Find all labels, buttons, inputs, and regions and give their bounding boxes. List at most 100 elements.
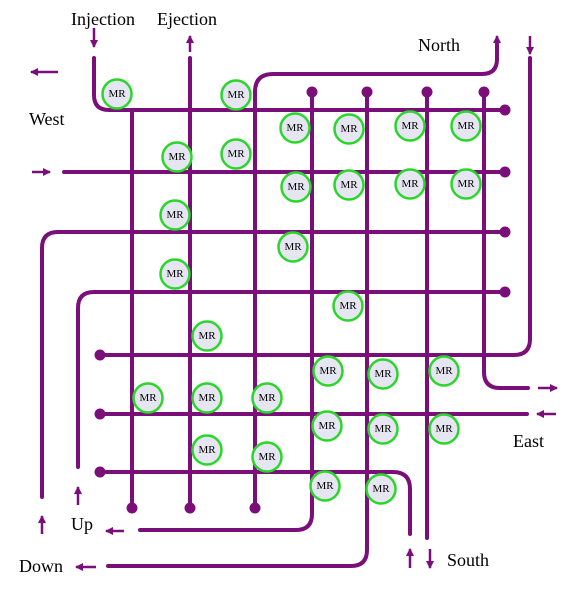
micro-ring-label: MR	[319, 365, 337, 377]
micro-ring-label: MR	[198, 330, 216, 342]
micro-ring: MR	[428, 413, 460, 445]
micro-ring: MR	[367, 358, 399, 390]
micro-ring-label: MR	[374, 368, 392, 380]
micro-ring-circle	[251, 382, 283, 414]
terminator	[499, 226, 511, 238]
micro-ring-label: MR	[318, 420, 336, 432]
terminator	[499, 166, 511, 178]
west-label: West	[29, 109, 65, 129]
terminator	[306, 86, 318, 98]
micro-ring: MR	[332, 290, 364, 322]
up-label: Up	[71, 514, 93, 534]
micro-ring: MR	[251, 382, 283, 414]
micro-ring-circle	[161, 141, 193, 173]
terminator	[94, 408, 106, 420]
micro-ring-label: MR	[374, 423, 392, 435]
micro-ring: MR	[191, 320, 223, 352]
micro-ring: MR	[220, 138, 252, 170]
micro-ring: MR	[101, 78, 133, 110]
north-out-waveguide	[253, 42, 499, 510]
micro-ring: MR	[428, 355, 460, 387]
terminators	[94, 86, 511, 514]
micro-ring: MR	[367, 413, 399, 445]
micro-ring-circle	[428, 355, 460, 387]
column-waveguide-6	[106, 90, 369, 568]
micro-ring-circle	[191, 320, 223, 352]
micro-ring-circle	[367, 358, 399, 390]
terminator	[499, 104, 511, 116]
micro-ring: MR	[450, 168, 482, 200]
east-out-waveguide	[482, 90, 530, 390]
east-label: East	[513, 431, 544, 451]
micro-ring-circle	[101, 78, 133, 110]
micro-ring: MR	[220, 79, 252, 111]
micro-ring-circle	[394, 110, 426, 142]
micro-ring-circle	[312, 355, 344, 387]
micro-ring-circle	[251, 441, 283, 473]
micro-ring-label: MR	[108, 88, 126, 100]
micro-ring: MR	[132, 382, 164, 414]
micro-ring-circle	[394, 168, 426, 200]
terminator	[184, 502, 196, 514]
micro-ring: MR	[365, 473, 397, 505]
micro-ring: MR	[159, 199, 191, 231]
terminator	[126, 502, 138, 514]
micro-ring: MR	[279, 112, 311, 144]
micro-ring: MR	[312, 355, 344, 387]
micro-ring-label: MR	[198, 392, 216, 404]
north-label: North	[418, 35, 460, 55]
micro-ring-label: MR	[166, 268, 184, 280]
micro-ring-label: MR	[168, 151, 186, 163]
micro-ring: MR	[159, 258, 191, 290]
micro-ring-label: MR	[139, 392, 157, 404]
micro-ring-circle	[333, 169, 365, 201]
micro-ring-label: MR	[339, 300, 357, 312]
micro-ring-label: MR	[340, 179, 358, 191]
micro-ring-circle	[159, 199, 191, 231]
micro-ring-label: MR	[258, 451, 276, 463]
micro-ring-label: MR	[286, 122, 304, 134]
micro-ring-circle	[132, 382, 164, 414]
micro-ring-circle	[333, 113, 365, 145]
micro-ring-label: MR	[435, 423, 453, 435]
micro-ring: MR	[191, 434, 223, 466]
micro-ring: MR	[277, 231, 309, 263]
south-out-waveguide	[98, 470, 412, 536]
micro-ring: MR	[191, 382, 223, 414]
micro-ring-circle	[450, 168, 482, 200]
north-in-waveguide	[98, 56, 532, 357]
column-waveguide-5	[138, 90, 314, 532]
micro-ring-circle	[277, 231, 309, 263]
micro-ring-label: MR	[372, 483, 390, 495]
micro-ring-label: MR	[198, 444, 216, 456]
micro-ring-circle	[191, 382, 223, 414]
micro-ring-circle	[428, 413, 460, 445]
micro-ring-circle	[191, 434, 223, 466]
micro-ring-label: MR	[340, 123, 358, 135]
micro-ring-circle	[450, 110, 482, 142]
ring-group: MR MR MR MR MR MR MR MR MR MR MR MR MR MR MR MR MR MR MR MR…	[101, 78, 482, 505]
terminator	[499, 286, 511, 298]
micro-ring: MR	[309, 470, 341, 502]
micro-ring: MR	[394, 168, 426, 200]
micro-ring: MR	[161, 141, 193, 173]
waveguide-tracks	[40, 42, 532, 568]
ejection-label: Ejection	[157, 9, 217, 29]
micro-ring: MR	[280, 171, 312, 203]
terminator	[94, 466, 106, 478]
micro-ring: MR	[251, 441, 283, 473]
micro-ring: MR	[333, 113, 365, 145]
micro-ring: MR	[333, 169, 365, 201]
terminator	[421, 86, 433, 98]
up-out-waveguide	[76, 290, 507, 469]
micro-ring: MR	[450, 110, 482, 142]
micro-ring-label: MR	[401, 120, 419, 132]
micro-ring-circle	[220, 79, 252, 111]
micro-ring-label: MR	[316, 480, 334, 492]
terminator	[361, 86, 373, 98]
micro-ring-circle	[309, 470, 341, 502]
micro-ring-circle	[159, 258, 191, 290]
micro-ring-label: MR	[227, 89, 245, 101]
terminator	[478, 86, 490, 98]
